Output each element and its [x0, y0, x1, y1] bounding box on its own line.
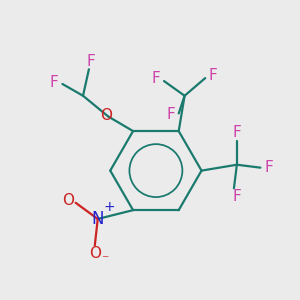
Text: F: F [232, 125, 241, 140]
Text: F: F [50, 75, 58, 90]
Text: F: F [152, 71, 161, 86]
Text: ⁻: ⁻ [101, 253, 109, 267]
Text: F: F [265, 160, 274, 175]
Text: +: + [103, 200, 115, 214]
Text: F: F [86, 53, 95, 68]
Text: O: O [89, 246, 101, 261]
Text: F: F [167, 107, 175, 122]
Text: F: F [209, 68, 218, 83]
Text: N: N [92, 210, 104, 228]
Text: F: F [232, 189, 241, 204]
Text: O: O [100, 108, 112, 123]
Text: O: O [62, 193, 74, 208]
